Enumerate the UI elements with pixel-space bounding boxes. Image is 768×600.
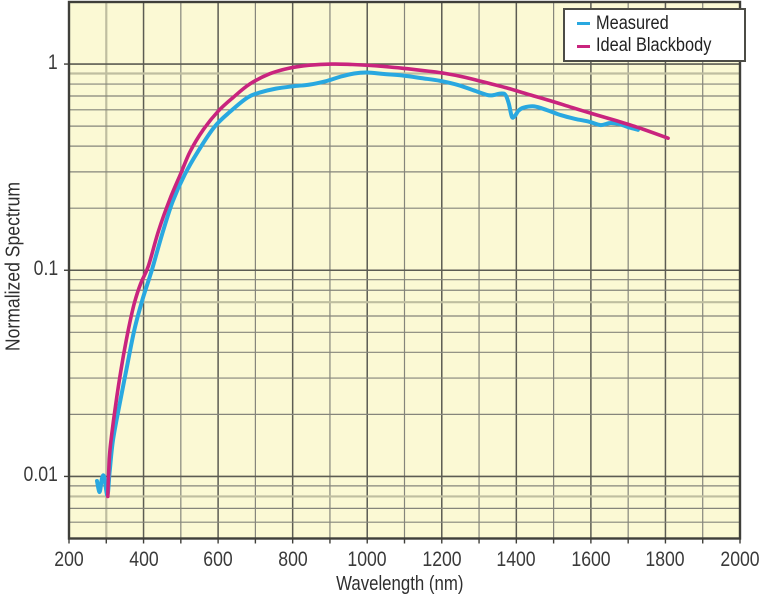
legend-label-measured: Measured <box>596 12 669 34</box>
x-tick-label: 1600 <box>571 548 611 571</box>
gridlines <box>69 2 740 539</box>
blackbody-curve <box>106 62 670 499</box>
x-tick-label: 600 <box>203 548 233 571</box>
curves <box>95 62 670 499</box>
legend: Measured Ideal Blackbody <box>563 8 746 62</box>
y-tick-label: 0.01 <box>23 463 58 487</box>
blackbody-line-swatch <box>577 44 590 48</box>
x-tick-label: 200 <box>54 548 84 571</box>
measured-line-swatch <box>577 22 590 26</box>
x-tick-label: 1200 <box>422 548 462 571</box>
tick-marks <box>64 63 741 544</box>
legend-item-blackbody: Ideal Blackbody <box>577 35 744 57</box>
legend-item-measured: Measured <box>577 13 744 35</box>
x-tick-label: 2000 <box>720 548 760 571</box>
y-axis-title: Normalized Spectrum <box>2 181 25 352</box>
legend-label-blackbody: Ideal Blackbody <box>596 35 712 57</box>
y-tick-label: 0.1 <box>33 257 58 281</box>
x-tick-label: 400 <box>128 548 159 571</box>
x-tick-label: 1800 <box>645 548 686 571</box>
x-tick-label: 1000 <box>347 548 387 571</box>
y-tick-label: 1 <box>48 51 58 75</box>
x-axis-title: Wavelength (nm) <box>336 573 464 595</box>
x-tick-label: 800 <box>277 548 308 571</box>
x-tick-label: 1400 <box>496 548 536 571</box>
measured-curve <box>95 70 640 498</box>
